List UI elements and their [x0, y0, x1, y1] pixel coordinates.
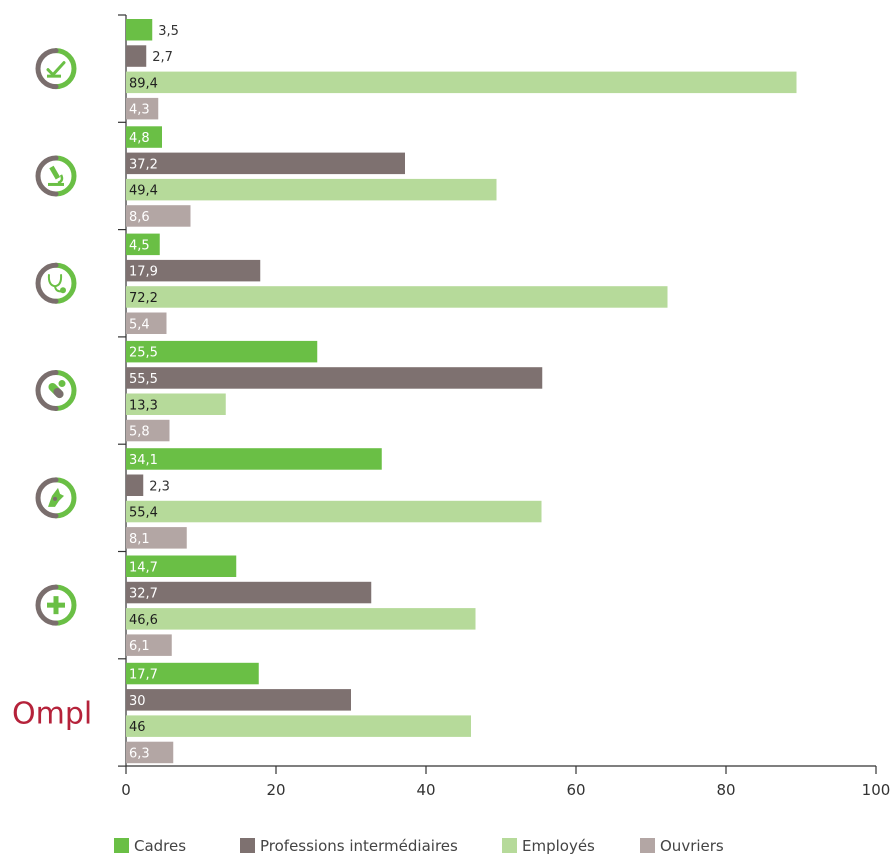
data-label: 55,5: [129, 372, 158, 387]
checklist-icon: [35, 48, 77, 90]
bar: [126, 259, 261, 282]
data-label: 46,6: [129, 613, 158, 628]
pills-icon: [35, 370, 77, 412]
legend-swatch: [114, 838, 129, 853]
x-tick-label: 0: [121, 781, 131, 799]
data-label: 13,3: [129, 398, 158, 413]
bar: [126, 205, 191, 227]
bar: [126, 178, 497, 201]
data-label: 46: [129, 720, 146, 735]
bar: [126, 474, 144, 496]
data-label: 5,4: [129, 317, 150, 332]
legend-label: Employés: [522, 837, 595, 855]
data-label: 3,5: [158, 24, 179, 39]
x-tick-label: 20: [266, 781, 285, 799]
legend-swatch: [502, 838, 517, 853]
data-label: 8,1: [129, 532, 150, 547]
data-label: 32,7: [129, 587, 158, 602]
stethoscope-icon: [35, 262, 77, 304]
data-label: 6,3: [129, 746, 150, 761]
data-label: 89,4: [129, 76, 158, 91]
microscope-icon: [35, 155, 77, 197]
bar: [126, 312, 167, 334]
bar: [126, 393, 226, 415]
data-label: 4,5: [129, 238, 150, 253]
bar: [126, 126, 162, 148]
x-tick-label: 80: [716, 781, 735, 799]
legend-label: Ouvriers: [660, 837, 724, 855]
data-label: 34,1: [129, 453, 158, 468]
bar: [126, 689, 351, 711]
bar: [126, 233, 160, 256]
legend-label: Professions intermédiaires: [260, 837, 458, 855]
bar: [126, 715, 471, 737]
pharmacy-cross-icon: [35, 584, 77, 626]
bar: [126, 634, 172, 656]
bar: [126, 608, 476, 630]
data-label: 5,8: [129, 425, 150, 440]
data-label: 30: [129, 694, 146, 709]
data-label: 25,5: [129, 346, 158, 361]
bar: [126, 527, 187, 549]
bar: [126, 286, 668, 308]
x-tick-label: 40: [416, 781, 435, 799]
data-label: 17,7: [129, 668, 158, 683]
bar: [126, 419, 170, 442]
data-label: 4,8: [129, 131, 150, 146]
data-label: 14,7: [129, 560, 158, 575]
data-label: 6,1: [129, 639, 150, 654]
bar: [126, 662, 259, 685]
bar: [126, 741, 174, 764]
legend-swatch: [640, 838, 655, 853]
data-label: 55,4: [129, 506, 158, 521]
x-tick-label: 100: [862, 781, 891, 799]
bar: [126, 97, 159, 120]
data-label: 37,2: [129, 157, 158, 172]
bar: [126, 555, 237, 577]
bar: [126, 340, 318, 363]
bar: [126, 500, 542, 523]
bar: [126, 448, 382, 470]
legend-swatch: [240, 838, 255, 853]
ompl-logo: Ompl: [12, 696, 92, 731]
legend-label: Cadres: [134, 837, 186, 855]
bar: [126, 581, 372, 604]
bar: [126, 71, 797, 94]
data-label: 2,7: [152, 50, 173, 65]
data-label: 17,9: [129, 265, 158, 280]
bar: [126, 152, 405, 175]
bar: [126, 19, 153, 41]
data-label: 49,4: [129, 184, 158, 199]
veterinary-icon: [35, 477, 77, 519]
data-label: 8,6: [129, 210, 150, 225]
data-label: 2,3: [149, 479, 170, 494]
data-label: 72,2: [129, 291, 158, 306]
bar: [126, 367, 543, 389]
data-label: 4,3: [129, 103, 150, 118]
x-tick-label: 60: [566, 781, 585, 799]
bar: [126, 45, 147, 67]
